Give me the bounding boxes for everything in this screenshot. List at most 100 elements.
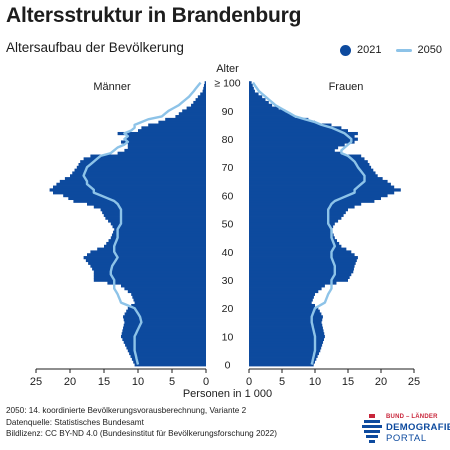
line-2050-men <box>82 81 202 365</box>
bar-2021-men-age-75 <box>117 151 206 155</box>
bar-2021-women-age-59 <box>249 196 381 201</box>
demografie-portal-logo[interactable]: BUND – LÄNDER DEMOGRAFIE PORTAL <box>360 412 450 446</box>
bar-2021-women-age-64 <box>249 182 391 186</box>
bar-2021-women-age-43 <box>249 241 340 246</box>
bar-2021-men-age-31 <box>93 275 206 279</box>
bar-2021-men-age-96 <box>200 92 206 96</box>
bar-2021-women-age-3 <box>249 354 318 358</box>
bar-2021-women-age-60 <box>249 194 388 198</box>
bar-2021-women-age-45 <box>249 236 335 240</box>
bar-2021-women-age-12 <box>249 329 324 333</box>
bar-2021-women-age-75 <box>249 151 342 155</box>
bar-2021-women-age-34 <box>249 267 354 271</box>
bar-2021-women-age-93 <box>249 100 269 105</box>
x-tick-label: 0 <box>246 376 252 388</box>
bar-2021-men-age-94 <box>195 98 206 102</box>
bar-2021-women-age-46 <box>249 233 334 237</box>
bar-2021-men-age-28 <box>121 284 206 288</box>
bar-2021-men-age-24 <box>132 295 206 299</box>
bar-2021-women-age-87 <box>249 117 309 122</box>
bar-2021-women-age-80 <box>249 137 358 141</box>
bar-2021-men-age-91 <box>186 106 206 110</box>
chart-title: Altersstruktur in Brandenburg <box>6 4 302 27</box>
bar-2021-women-age-100 <box>249 81 252 85</box>
bar-2021-women-age-20 <box>249 306 319 310</box>
bar-2021-men-age-33 <box>93 270 206 274</box>
bar-2021-women-age-22 <box>249 301 312 305</box>
bar-2021-men-age-50 <box>110 222 206 226</box>
bar-2021-men-age-12 <box>122 329 206 333</box>
bar-2021-women-age-78 <box>249 143 345 147</box>
bar-2021-women-age-32 <box>249 272 352 277</box>
bar-2021-women-age-15 <box>249 320 322 325</box>
logo-text-bund-laender: BUND – LÄNDER <box>386 414 438 420</box>
bar-2021-men-age-39 <box>87 253 206 257</box>
bar-2021-women-age-84 <box>249 126 342 130</box>
x-tick-label: 5 <box>279 376 285 388</box>
footer-note-license: Bildlizenz: CC BY-ND 4.0 (Bundesinstitut… <box>6 429 277 438</box>
x-tick-label: 0 <box>203 376 209 388</box>
bar-2021-men-age-34 <box>92 267 206 271</box>
x-tick-label: 20 <box>375 376 387 388</box>
bar-2021-men-age-22 <box>134 301 206 305</box>
x-tick-label: 15 <box>98 376 110 388</box>
bar-2021-men-age-89 <box>178 112 206 116</box>
bar-2021-women-age-68 <box>249 171 376 175</box>
bar-2021-men-age-51 <box>108 219 206 223</box>
bar-2021-women-age-16 <box>249 318 323 322</box>
bar-2021-men-age-35 <box>90 264 206 268</box>
bar-2021-women-age-57 <box>249 202 362 206</box>
y-tick-label: 50 <box>222 219 234 231</box>
bar-2021-men-age-90 <box>182 109 206 113</box>
bar-2021-women-age-79 <box>249 140 355 144</box>
bar-2021-women-age-50 <box>249 222 335 226</box>
bar-2021-women-age-89 <box>249 112 291 116</box>
bar-2021-men-age-56 <box>93 205 206 209</box>
y-tick-label: 10 <box>222 331 234 343</box>
bar-2021-men-age-76 <box>124 148 206 153</box>
bar-2021-women-age-4 <box>249 351 319 356</box>
bar-2021-women-age-98 <box>249 86 254 91</box>
bar-2021-men-age-85 <box>148 123 206 127</box>
y-tick-label: 30 <box>222 275 234 287</box>
bar-2021-men-age-18 <box>124 312 206 316</box>
bar-2021-men-age-52 <box>105 216 206 220</box>
bar-2021-women-age-77 <box>249 146 339 150</box>
bar-2021-women-age-85 <box>249 123 332 127</box>
bar-2021-men-age-20 <box>127 306 206 310</box>
bar-2021-men-age-60 <box>63 194 207 198</box>
bar-2021-men-age-5 <box>127 349 206 353</box>
bar-2021-men-age-70 <box>76 165 206 169</box>
legend: 2021 2050 <box>340 44 442 56</box>
axes: 25 20 15 10 5 0 5 10 15 20 2500102030405060708090≥… <box>30 78 420 388</box>
x-tick-label: 10 <box>132 376 144 388</box>
y-tick-label: 70 <box>222 162 234 174</box>
bar-2021-men-age-64 <box>56 182 207 186</box>
bar-2021-women-age-55 <box>249 208 348 212</box>
bar-2021-women-age-74 <box>249 154 362 158</box>
bar-2021-men-age-61 <box>53 191 206 195</box>
bar-2021-men-age-16 <box>123 318 206 322</box>
bar-2021-men-age-47 <box>113 230 206 234</box>
bar-2021-men-age-3 <box>130 354 206 358</box>
bar-2021-men-age-4 <box>129 351 206 356</box>
footer-note-source: Datenquelle: Statistisches Bundesamt <box>6 417 144 427</box>
bar-2021-women-age-82 <box>249 131 358 136</box>
y-tick-label: 90 <box>222 106 234 118</box>
bar-2021-women-age-13 <box>249 326 323 330</box>
bar-2021-men-age-67 <box>70 174 206 178</box>
bar-2021-women-age-17 <box>249 315 323 319</box>
bar-2021-men-age-99 <box>203 84 206 88</box>
bar-2021-women-age-0 <box>249 363 314 367</box>
bar-2021-men-age-93 <box>193 100 206 105</box>
bar-2021-men-age-42 <box>104 244 206 248</box>
bar-2021-women-age-83 <box>249 129 348 133</box>
bar-2021-women-age-47 <box>249 230 333 234</box>
bar-2021-women-age-14 <box>249 323 323 327</box>
bar-2021-men-age-74 <box>90 154 206 158</box>
y-tick-label: 60 <box>222 190 234 202</box>
bar-2021-women-age-23 <box>249 298 313 302</box>
bar-2021-men-age-8 <box>123 340 206 344</box>
x-tick-label: 25 <box>30 376 42 388</box>
bar-2021-men-age-68 <box>72 171 207 175</box>
